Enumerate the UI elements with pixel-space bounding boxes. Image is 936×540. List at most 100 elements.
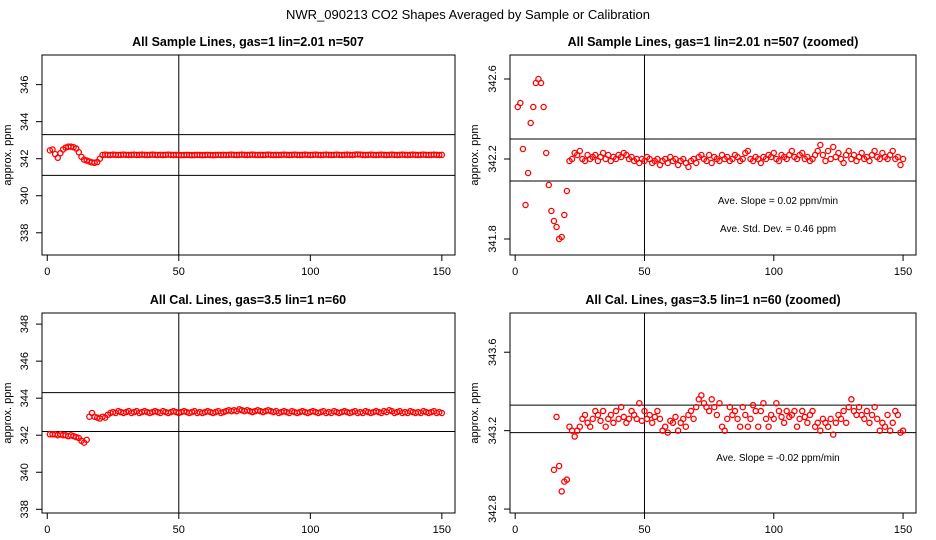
data-point — [716, 399, 723, 407]
data-point — [563, 476, 571, 483]
panel-1: All Sample Lines, gas=1 lin=2.01 n=507 ap… — [2, 35, 456, 278]
data-point — [868, 411, 876, 419]
plot-frame — [41, 312, 456, 514]
data-point — [550, 466, 558, 474]
data-point — [736, 423, 744, 430]
y-axis-label: approx. ppm — [469, 382, 481, 443]
data-point — [845, 403, 853, 411]
data-point — [822, 157, 829, 165]
data-point — [680, 415, 687, 423]
data-point — [545, 181, 553, 189]
data-point — [597, 417, 604, 425]
data-point — [804, 419, 811, 427]
data-point — [760, 399, 767, 407]
data-point — [648, 419, 656, 427]
y-tick-label: 344 — [19, 112, 31, 130]
data-point — [594, 411, 602, 419]
data-point — [708, 396, 715, 403]
data-point — [615, 415, 622, 423]
y-tick-label: 342 — [19, 426, 31, 444]
data-point — [796, 415, 803, 423]
y-tick-label: 346 — [19, 75, 31, 93]
data-point — [703, 157, 710, 165]
data-point — [873, 415, 881, 423]
data-point — [692, 403, 700, 411]
x-tick-label: 0 — [512, 266, 518, 278]
data-point — [780, 419, 788, 427]
y-axis-label: approx. ppm — [469, 124, 481, 185]
data-point — [845, 147, 853, 155]
data-point — [654, 155, 661, 163]
y-tick-label: 343.2 — [487, 417, 499, 445]
data-point — [581, 157, 589, 165]
data-point — [742, 411, 749, 419]
data-point — [798, 149, 806, 157]
plot-frame — [41, 54, 456, 256]
data-point — [876, 155, 884, 163]
data-point — [656, 415, 664, 423]
data-point — [829, 143, 837, 151]
data-point — [542, 149, 550, 157]
y-tick-label: 348 — [19, 315, 31, 333]
x-tick-label: 0 — [44, 266, 50, 278]
data-point — [739, 403, 746, 411]
annotation-text: Ave. Slope = -0.02 ppm/min — [716, 453, 840, 464]
data-point — [775, 157, 783, 165]
data-point — [866, 419, 873, 427]
data-point — [625, 415, 633, 423]
data-point — [840, 407, 847, 415]
data-point — [899, 155, 907, 163]
plot-frame — [509, 54, 917, 256]
data-point — [553, 223, 560, 231]
data-point — [744, 423, 752, 430]
x-tick-label: 0 — [512, 524, 518, 536]
x-tick-label: 50 — [638, 524, 650, 536]
data-point — [558, 488, 565, 495]
y-tick-label: 341.8 — [487, 225, 499, 253]
data-point — [731, 407, 739, 415]
data-point — [829, 431, 837, 438]
main-title: NWR_090213 CO2 Shapes Averaged by Sample… — [286, 7, 650, 22]
data-point — [646, 411, 653, 419]
data-point — [49, 146, 56, 153]
x-tick-label: 100 — [301, 524, 319, 536]
data-point — [819, 151, 827, 159]
panel-title: All Cal. Lines, gas=3.5 lin=1 n=60 (zoom… — [585, 293, 840, 307]
data-point — [824, 147, 832, 155]
data-point — [791, 407, 798, 415]
panel-title: All Sample Lines, gas=1 lin=2.01 n=507 — [132, 35, 364, 49]
data-point — [607, 411, 615, 419]
data-point — [744, 147, 752, 155]
y-tick-label: 342.8 — [487, 495, 499, 523]
data-point — [581, 411, 589, 419]
data-point — [705, 407, 713, 415]
data-point — [517, 99, 524, 107]
data-point — [798, 407, 806, 415]
x-tick-label: 150 — [433, 524, 451, 536]
data-point — [690, 415, 697, 423]
x-tick-label: 150 — [433, 266, 451, 278]
data-point — [762, 415, 770, 423]
data-point — [835, 149, 842, 157]
data-point — [435, 151, 443, 159]
x-tick-label: 100 — [301, 266, 319, 278]
data-point — [863, 407, 871, 415]
y-tick-label: 343.6 — [487, 338, 499, 366]
data-point — [814, 147, 821, 155]
data-point — [558, 233, 565, 241]
y-tick-label: 342.6 — [487, 65, 499, 93]
y-tick-label: 342 — [19, 150, 31, 168]
data-point — [894, 153, 902, 161]
panel-3: All Cal. Lines, gas=3.5 lin=1 n=60 approx… — [2, 293, 456, 536]
data-point — [617, 403, 625, 411]
data-point — [788, 147, 796, 155]
data-point — [548, 207, 555, 215]
y-tick-label: 346 — [19, 352, 31, 370]
data-point — [664, 429, 671, 436]
data-point — [568, 155, 576, 163]
data-point — [589, 415, 597, 423]
data-point — [817, 427, 824, 434]
data-point — [592, 151, 599, 159]
data-point — [705, 151, 713, 159]
